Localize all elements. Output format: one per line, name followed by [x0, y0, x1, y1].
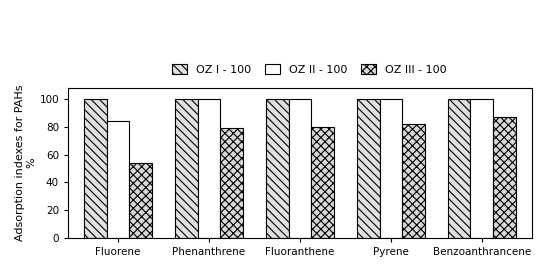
Bar: [84, 99, 107, 238]
Bar: [221, 128, 243, 238]
Bar: [357, 99, 379, 238]
Bar: [266, 99, 289, 238]
Bar: [311, 127, 334, 238]
Bar: [197, 99, 221, 238]
Bar: [402, 124, 425, 238]
Bar: [448, 99, 470, 238]
Legend: OZ I - 100, OZ II - 100, OZ III - 100: OZ I - 100, OZ II - 100, OZ III - 100: [168, 61, 450, 78]
Bar: [379, 99, 402, 238]
Bar: [175, 99, 197, 238]
Bar: [289, 99, 311, 238]
Bar: [107, 122, 129, 238]
Bar: [470, 99, 493, 238]
Bar: [129, 163, 152, 238]
Y-axis label: Adsorption indexes for PAHs
%: Adsorption indexes for PAHs %: [15, 85, 37, 241]
Bar: [493, 117, 516, 238]
